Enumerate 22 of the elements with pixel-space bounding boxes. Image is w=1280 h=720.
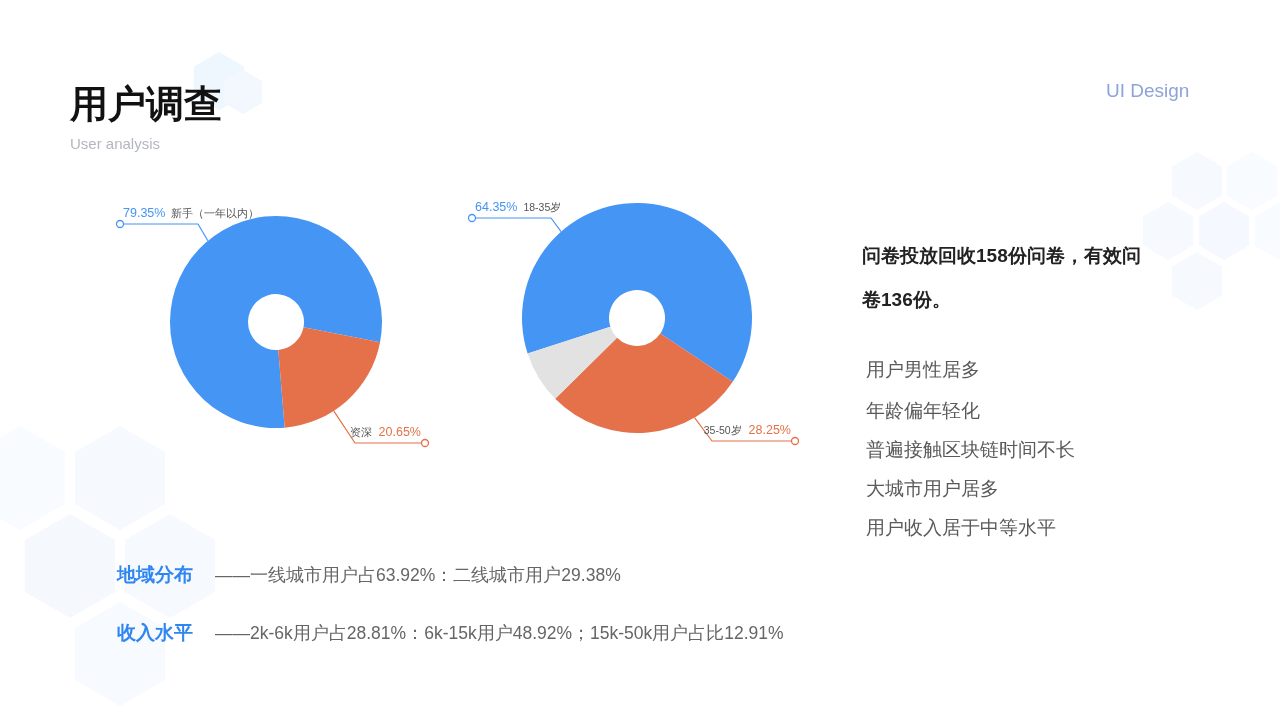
slice-label: 新手（一年以内） bbox=[171, 207, 260, 219]
text: 大城市用户居多 bbox=[866, 478, 999, 499]
text: 问卷投放回收158份问卷，有效问卷136份。 bbox=[862, 245, 1141, 310]
text: ——一线城市用户占63.92%：二线城市用户29.38% bbox=[215, 565, 621, 585]
slice-label: 18-35岁 bbox=[523, 201, 562, 213]
data-label: 79.35% bbox=[123, 206, 166, 220]
slice-label: 35-50岁 bbox=[703, 424, 742, 436]
text: 年龄偏年轻化 bbox=[866, 400, 980, 421]
data-label: 64.35% bbox=[475, 200, 518, 214]
text: 普遍接触区块链时间不长 bbox=[866, 439, 1075, 460]
text: 用户调查 bbox=[69, 83, 222, 125]
text: ——2k-6k用户占28.81%：6k-15k用户48.92%；15k-50k用户占比12.91% bbox=[215, 623, 784, 643]
text: 用户男性居多 bbox=[866, 359, 980, 380]
text: User analysis bbox=[70, 135, 161, 152]
slice-label: 资深 bbox=[349, 426, 372, 438]
text: 地域分布 bbox=[116, 564, 193, 585]
text: UI Design bbox=[1106, 80, 1190, 101]
donut-slice bbox=[527, 326, 618, 399]
data-label: 28.25% bbox=[748, 423, 791, 437]
data-label: 20.65% bbox=[378, 425, 421, 439]
text: 用户收入居于中等水平 bbox=[866, 517, 1056, 538]
text: 收入水平 bbox=[117, 622, 193, 643]
